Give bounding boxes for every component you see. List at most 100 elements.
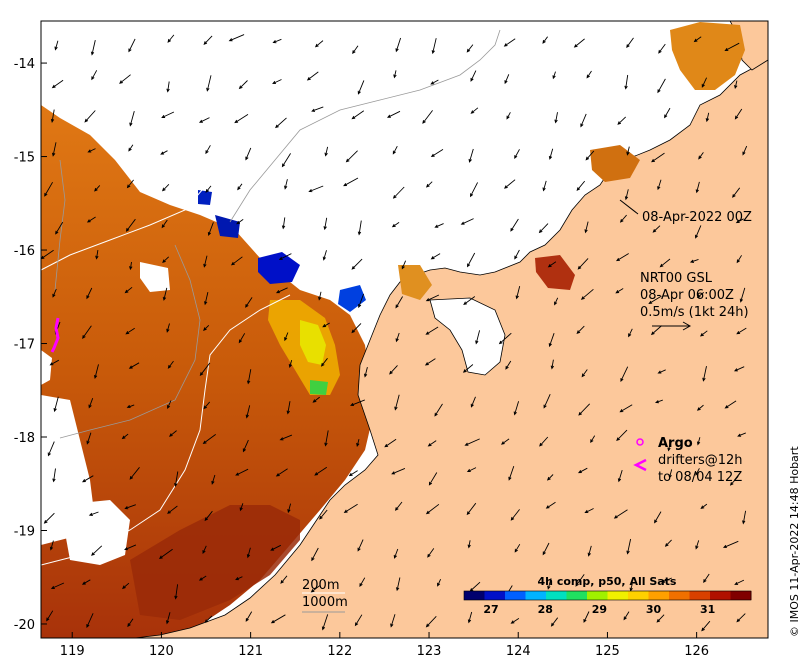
current-arrow: [167, 360, 174, 369]
current-arrow: [395, 37, 402, 53]
current-arrow: [310, 584, 321, 593]
current-arrow: [356, 438, 360, 448]
current-arrow: [52, 468, 56, 483]
current-arrow: [174, 584, 179, 600]
sst-yellow-patch: [300, 320, 326, 365]
current-arrow: [239, 503, 244, 512]
current-arrow: [548, 148, 554, 160]
current-arrow: [121, 433, 129, 440]
x-tick-label: 120: [149, 644, 174, 659]
current-arrow: [616, 429, 628, 442]
current-arrow: [500, 438, 510, 445]
colorbar-swatch: [689, 591, 711, 600]
x-tick-label: 119: [60, 644, 85, 659]
current-arrow: [323, 217, 328, 231]
sst-bay-patch: [398, 265, 432, 300]
current-arrow: [52, 288, 57, 298]
current-arrow: [207, 222, 214, 236]
current-arrow: [88, 398, 94, 409]
current-arrow: [246, 547, 251, 559]
current-arrow: [514, 249, 520, 260]
cloud-gap-west-small: [41, 350, 52, 385]
current-arrow: [513, 401, 520, 416]
current-arrow: [573, 38, 585, 48]
current-arrow: [126, 179, 134, 189]
current-arrow: [394, 394, 400, 411]
current-arrow: [434, 223, 444, 228]
current-arrow: [235, 468, 249, 476]
colorbar-swatch: [710, 591, 731, 600]
isobath-1000-label: 1000m: [302, 595, 348, 610]
current-arrow: [319, 509, 328, 520]
current-arrow: [651, 152, 665, 163]
current-arrow: [700, 503, 708, 510]
current-arrow: [584, 508, 594, 514]
current-arrow: [542, 180, 547, 192]
current-arrow: [312, 396, 320, 403]
current-arrow: [82, 475, 94, 483]
current-arrow: [91, 70, 98, 81]
current-arrow: [389, 365, 398, 375]
drifters-label: drifters@12h: [658, 453, 743, 468]
colorbar-swatch: [730, 591, 752, 600]
current-arrow: [510, 618, 520, 624]
current-arrow: [590, 435, 596, 444]
current-arrow: [205, 185, 212, 193]
current-arrow: [431, 38, 437, 55]
current-arrow: [615, 253, 629, 262]
current-arrow: [624, 189, 629, 201]
current-arrow: [386, 110, 401, 118]
sst-ne-fringe: [670, 22, 745, 90]
current-arrow: [311, 547, 319, 562]
current-arrow: [701, 620, 711, 632]
current-arrow: [395, 296, 403, 309]
current-arrow: [286, 401, 291, 415]
current-arrow: [742, 145, 748, 156]
current-arrow: [580, 288, 594, 300]
current-arrow: [696, 292, 704, 299]
current-arrow: [428, 472, 438, 486]
current-arrow: [280, 575, 288, 584]
colorbar-title: 4h comp, p50, All Sats: [538, 575, 677, 588]
current-arrow: [661, 577, 672, 583]
current-arrow: [311, 106, 324, 112]
colorbar-tick-label: 28: [538, 603, 553, 616]
current-arrow: [245, 147, 252, 161]
current-arrow: [508, 465, 515, 481]
current-arrow: [619, 214, 627, 223]
current-arrow: [391, 222, 400, 228]
current-arrow: [270, 614, 286, 624]
current-arrow: [470, 107, 479, 114]
current-arrow: [125, 218, 136, 232]
current-arrow: [203, 255, 208, 268]
current-arrow: [246, 369, 252, 385]
current-arrow: [503, 38, 516, 47]
current-arrow: [284, 179, 288, 190]
current-arrow: [576, 180, 586, 192]
current-arrow: [320, 358, 328, 367]
current-arrow: [542, 542, 550, 556]
current-arrow: [88, 511, 99, 516]
current-arrow: [86, 613, 94, 629]
current-arrow: [87, 148, 96, 153]
current-arrow: [514, 149, 520, 160]
current-arrow: [554, 297, 559, 306]
current-arrow: [167, 34, 175, 43]
current-arrow: [128, 144, 134, 152]
sst-hot-band: [130, 505, 300, 620]
current-arrow: [724, 400, 737, 409]
current-arrow: [694, 225, 702, 239]
current-arrow: [245, 611, 253, 622]
current-arrow: [470, 396, 476, 408]
current-arrow: [462, 364, 474, 373]
isobath-200m: [41, 39, 356, 566]
cold-patch-4: [198, 190, 212, 205]
cold-patch-1: [258, 252, 300, 284]
date-label-pointer: [619, 199, 639, 215]
current-arrow: [391, 467, 406, 475]
current-arrow: [50, 582, 65, 589]
argo-symbol: [636, 438, 644, 446]
current-arrow: [468, 148, 474, 163]
current-arrow: [395, 332, 400, 343]
current-arrow: [547, 261, 557, 268]
